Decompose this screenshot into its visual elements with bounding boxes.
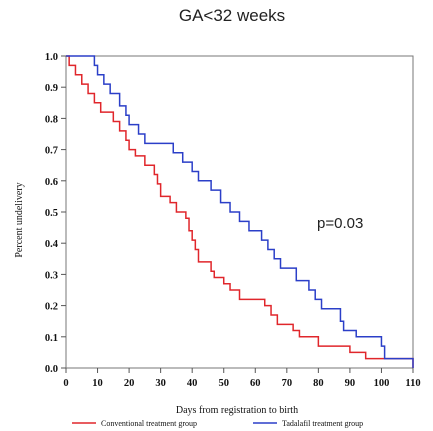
y-tick-label: 0.4 (45, 239, 59, 250)
chart-title: GA<32 weeks (179, 6, 285, 25)
x-tick-label: 80 (313, 378, 324, 389)
y-tick-label: 0.1 (45, 333, 58, 344)
legend: Conventional treatment group Tadalafil t… (72, 419, 363, 428)
y-tick-label: 0.3 (45, 270, 58, 281)
series-group (66, 55, 414, 368)
tadalafil-survival-line (66, 55, 414, 368)
y-tick-label: 0.0 (45, 364, 58, 375)
x-tick-label: 90 (345, 378, 356, 389)
y-axis-ticks: 0.0 0.1 0.2 0.3 0.4 0.5 0.6 0.7 0.8 0.9 1.0 (45, 52, 66, 375)
conventional-survival-line (66, 55, 414, 368)
x-tick-label: 100 (374, 378, 390, 389)
y-tick-label: 0.7 (45, 146, 58, 157)
x-tick-label: 30 (155, 378, 166, 389)
x-tick-label: 50 (218, 378, 229, 389)
y-tick-label: 1.0 (45, 52, 58, 63)
x-axis-ticks: 0 10 20 30 40 50 60 70 80 90 100 110 (63, 368, 421, 389)
legend-label-conventional: Conventional treatment group (101, 419, 197, 428)
x-tick-label: 20 (124, 378, 135, 389)
x-tick-label: 40 (187, 378, 198, 389)
y-tick-label: 0.6 (45, 177, 58, 188)
x-tick-label: 70 (282, 378, 293, 389)
x-tick-label: 60 (250, 378, 261, 389)
x-tick-label: 110 (405, 378, 420, 389)
y-tick-label: 0.2 (45, 302, 58, 313)
y-tick-label: 0.8 (45, 114, 58, 125)
x-tick-label: 10 (92, 378, 103, 389)
y-axis-label: Percent undelivery (14, 182, 25, 257)
p-value-annotation: p=0.03 (317, 215, 363, 232)
x-axis-label: Days from registration to birth (176, 405, 298, 416)
y-tick-label: 0.5 (45, 208, 58, 219)
y-tick-label: 0.9 (45, 83, 58, 94)
legend-label-tadalafil: Tadalafil treatment group (282, 419, 363, 428)
x-tick-label: 0 (63, 378, 68, 389)
